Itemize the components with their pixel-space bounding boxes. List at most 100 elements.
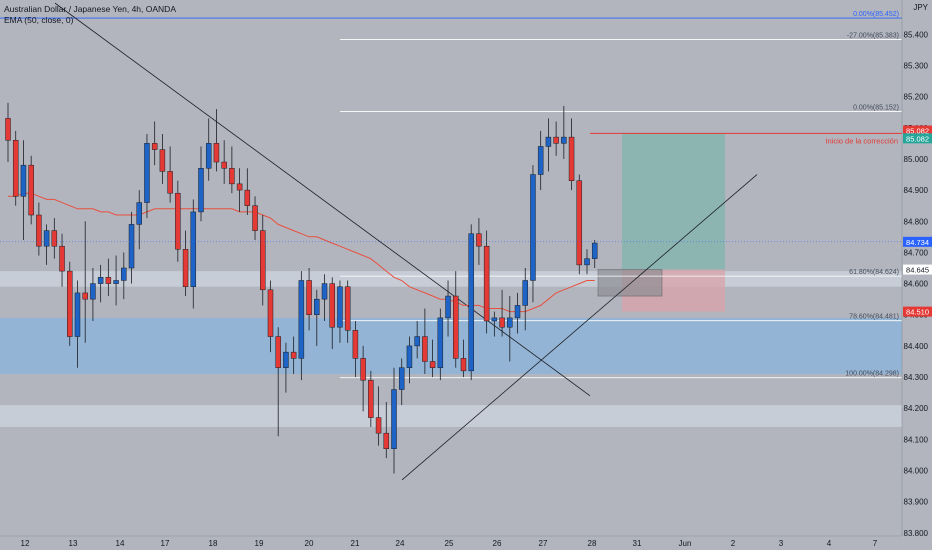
trendlines-layer[interactable] <box>54 2 758 481</box>
fibonacci-layer[interactable]: 0.00%(85.452) -27.00%(85.383) 0.00%(85.152… <box>0 11 902 379</box>
candle-body <box>414 336 420 347</box>
candles-layer <box>5 102 598 474</box>
candle-body <box>59 245 65 272</box>
candle <box>190 199 197 309</box>
price-tag-text: 85.082 <box>906 134 929 143</box>
candle-body <box>182 249 189 287</box>
candle <box>507 296 513 362</box>
candle-body <box>144 143 150 203</box>
y-tick-label: 84.100 <box>904 435 929 444</box>
fib-label: 61.80%(84.624) <box>849 269 899 276</box>
candle-body <box>260 230 266 291</box>
candle <box>483 230 490 334</box>
fib-label: 78.60%(84.481) <box>849 314 899 321</box>
candle-body <box>20 164 27 197</box>
candle-body <box>445 295 451 319</box>
candle-body <box>530 174 536 281</box>
x-tick-label: 28 <box>588 539 597 548</box>
candle-body <box>121 267 127 281</box>
y-tick-label: 84.700 <box>904 248 929 257</box>
time-axis-background[interactable] <box>0 536 932 550</box>
candle <box>337 280 343 343</box>
candle <box>12 130 19 206</box>
candle-body <box>74 292 81 337</box>
candle <box>275 327 281 437</box>
candle-body <box>167 171 173 194</box>
x-tick-label: 19 <box>255 539 264 548</box>
candle <box>422 308 428 374</box>
price-tag-text: 84.645 <box>906 266 929 275</box>
candle-body <box>82 292 88 300</box>
candle <box>591 239 598 268</box>
x-tick-label: 18 <box>209 539 218 548</box>
candle <box>82 221 88 343</box>
price-tag-bg <box>903 125 932 136</box>
candle <box>406 336 413 384</box>
candle <box>36 202 42 256</box>
candle-body <box>375 417 382 434</box>
candle-body <box>198 168 204 213</box>
candle-body <box>468 233 474 372</box>
candle <box>476 218 482 265</box>
fib-label: -27.00%(85.383) <box>847 33 899 40</box>
candle <box>121 252 127 300</box>
y-tick-label: 84.800 <box>904 217 929 226</box>
price-tag-bg <box>903 133 932 144</box>
candle <box>314 289 320 346</box>
candle <box>229 146 235 194</box>
indicator-label[interactable]: EMA (50, close, 0) <box>4 15 74 25</box>
candle-body <box>537 146 544 175</box>
candle-body <box>491 317 498 322</box>
candle <box>522 268 528 331</box>
symbol-title[interactable]: Australian Dollar / Japanese Yen, 4h, OA… <box>4 4 176 14</box>
candle <box>51 218 58 259</box>
candle <box>344 280 351 343</box>
x-tick-label: 17 <box>161 539 170 548</box>
candle <box>383 402 390 459</box>
candle <box>105 258 112 297</box>
candle-body <box>499 317 505 328</box>
candle <box>491 311 498 337</box>
position-layer[interactable] <box>597 133 725 312</box>
candle-body <box>136 202 142 225</box>
candle <box>151 121 158 166</box>
candle-body <box>545 136 552 147</box>
x-axis-ticks: 12 13 14 17 18 19 20 21 24 25 26 27 28 31 Jun 2 3 4 7 <box>21 539 878 548</box>
candle <box>128 211 135 284</box>
candle-body <box>321 283 328 300</box>
candle <box>236 168 243 212</box>
candle-body <box>360 358 366 381</box>
candle-body <box>221 161 227 169</box>
target-zone <box>622 133 725 270</box>
candle-body <box>476 233 482 247</box>
candle <box>221 140 227 184</box>
candle <box>576 174 583 275</box>
y-tick-label: 85.300 <box>904 61 929 70</box>
candle-body <box>12 139 19 197</box>
price-tag-bg <box>903 264 932 275</box>
candle-body <box>437 317 444 368</box>
price-tag: 85.082 <box>903 133 932 144</box>
candle <box>28 155 34 225</box>
x-tick-label: 14 <box>116 539 125 548</box>
candle <box>244 168 251 216</box>
x-tick-label: 4 <box>827 539 832 548</box>
candle <box>267 280 274 353</box>
candle-body <box>460 358 467 372</box>
candle <box>561 105 567 159</box>
price-axis-background[interactable] <box>902 0 932 550</box>
candle-body <box>429 361 436 368</box>
candle-body <box>275 336 281 368</box>
price-tag-text: 85.082 <box>906 127 929 136</box>
candle-body <box>229 168 235 185</box>
candle-body <box>522 280 528 306</box>
candle <box>205 118 212 181</box>
candle <box>175 180 181 262</box>
x-tick-label: 31 <box>633 539 642 548</box>
correction-start-label: Inicio de la corrección <box>825 136 898 145</box>
candle <box>198 146 204 222</box>
candle <box>159 134 166 184</box>
